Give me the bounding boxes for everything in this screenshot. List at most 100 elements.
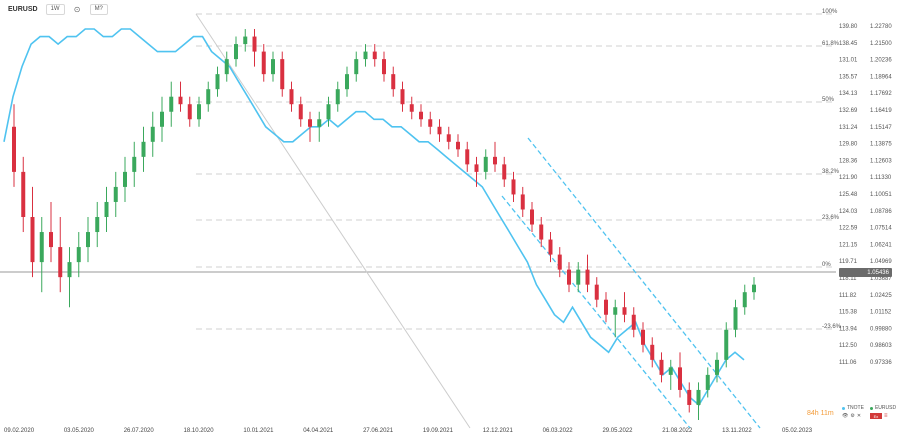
eurusd-action-button[interactable]: Ex bbox=[869, 413, 882, 419]
candle-body bbox=[659, 359, 664, 375]
candle-body bbox=[308, 119, 312, 127]
channel-upper bbox=[527, 137, 761, 429]
candle-body bbox=[400, 89, 405, 105]
candle-body bbox=[604, 299, 608, 315]
axis-tick-secondary: 1.11330 bbox=[870, 175, 892, 181]
chart-toolbar: EURUSD 1W ⊙ M? bbox=[0, 0, 899, 18]
legend-tnote-tools: 👁 ⚙ ✕ bbox=[842, 413, 864, 419]
fib-label: 23.6% bbox=[822, 215, 840, 221]
candle-body bbox=[160, 111, 164, 127]
axis-tick-primary: 113.94 bbox=[839, 326, 858, 332]
candle-body bbox=[594, 284, 599, 300]
fib-label: 100% bbox=[822, 9, 838, 15]
timeframe-selector[interactable]: 1W bbox=[45, 3, 65, 15]
axis-tick-primary: 134.13 bbox=[839, 91, 858, 97]
trendline bbox=[195, 13, 471, 429]
axis-tick-secondary: 1.12603 bbox=[870, 158, 892, 164]
candle-body bbox=[76, 247, 81, 263]
gear-icon[interactable]: ⚙ bbox=[850, 413, 855, 419]
x-tick-label: 10.01.2021 bbox=[243, 428, 274, 434]
candle-body bbox=[641, 329, 645, 345]
indicator-selector[interactable]: M? bbox=[89, 3, 108, 15]
candle-body bbox=[187, 104, 192, 120]
candle-body bbox=[58, 247, 63, 278]
candle-body bbox=[335, 89, 340, 105]
candle-body bbox=[104, 201, 109, 217]
axis-tick-primary: 135.57 bbox=[839, 74, 858, 80]
candle-body bbox=[678, 367, 682, 390]
candle-body bbox=[12, 126, 16, 172]
candle-body bbox=[668, 367, 673, 375]
axis-tick-secondary: 1.04969 bbox=[870, 259, 892, 265]
candle-body bbox=[243, 36, 248, 45]
candle-body bbox=[613, 307, 618, 315]
axis-tick-primary: 125.48 bbox=[839, 192, 858, 198]
axis-tick-secondary: 1.10051 bbox=[870, 192, 892, 198]
axis-tick-primary: 124.03 bbox=[839, 209, 858, 215]
fib-label: 50% bbox=[822, 97, 835, 103]
axis-tick-primary: 131.24 bbox=[839, 125, 858, 131]
tnote-line bbox=[3, 28, 745, 407]
candle-body bbox=[178, 96, 183, 105]
channel-lower bbox=[501, 195, 691, 429]
candle-body bbox=[49, 232, 53, 248]
x-tick-label: 04.04.2021 bbox=[303, 428, 334, 434]
x-tick-label: 13.11.2022 bbox=[722, 428, 752, 434]
candle-body bbox=[650, 344, 655, 360]
legend-eurusd[interactable]: EURUSD Ex ≡ bbox=[869, 405, 897, 419]
fib-label: -23.6% bbox=[822, 324, 842, 330]
candle-body bbox=[95, 217, 100, 233]
candle-body bbox=[687, 389, 692, 405]
axis-tick-primary: 129.80 bbox=[839, 142, 858, 148]
axis-tick-secondary: 1.16419 bbox=[870, 108, 892, 114]
candle-body bbox=[733, 307, 738, 330]
candle-body bbox=[724, 329, 729, 360]
candle-body bbox=[446, 134, 451, 142]
menu-icon[interactable]: ≡ bbox=[883, 413, 888, 419]
candle-body bbox=[548, 239, 553, 255]
candle-body bbox=[567, 269, 571, 285]
x-tick-label: 26.07.2020 bbox=[124, 428, 155, 434]
candle-body bbox=[113, 186, 118, 202]
eurusd-label: EURUSD bbox=[874, 405, 897, 411]
axis-tick-primary: 139.80 bbox=[839, 24, 858, 30]
x-tick-label: 05.02.2023 bbox=[782, 428, 813, 434]
eye-icon[interactable]: 👁 bbox=[842, 413, 849, 419]
candle-body bbox=[39, 232, 44, 263]
axis-tick-primary: 112.50 bbox=[839, 343, 858, 349]
fib-label: 38.2% bbox=[822, 169, 840, 175]
candle-body bbox=[280, 59, 285, 90]
axis-tick-primary: 119.71 bbox=[839, 259, 858, 265]
x-tick-label: 18.10.2020 bbox=[184, 428, 215, 434]
candle-body bbox=[456, 141, 460, 150]
symbol-label[interactable]: EURUSD bbox=[8, 5, 38, 13]
axis-tick-secondary: 1.21500 bbox=[870, 41, 892, 47]
candle-body bbox=[141, 141, 146, 157]
axis-tick-secondary: 1.07514 bbox=[870, 226, 892, 232]
candle-body bbox=[67, 262, 72, 278]
candle-body bbox=[345, 74, 349, 90]
candle-body bbox=[622, 307, 627, 315]
crosshair-icon[interactable]: ⊙ bbox=[73, 4, 81, 14]
legend-tnote[interactable]: TNOTE 👁 ⚙ ✕ bbox=[842, 405, 864, 419]
current-price-badge: 1.05436 bbox=[839, 268, 892, 277]
tnote-dot-icon bbox=[842, 406, 845, 410]
candle-body bbox=[474, 164, 479, 172]
axis-tick-secondary: 1.03687 bbox=[870, 276, 892, 282]
close-icon[interactable]: ✕ bbox=[856, 413, 862, 419]
candle-body bbox=[382, 59, 386, 75]
candle-body bbox=[150, 126, 155, 142]
fib-label: 0% bbox=[822, 262, 831, 268]
candle-body bbox=[271, 59, 275, 75]
countdown-label: 84h 11m bbox=[807, 410, 834, 417]
axis-tick-secondary: 1.20236 bbox=[870, 58, 892, 64]
axis-tick-secondary: 0.97336 bbox=[870, 360, 892, 366]
candle-body bbox=[363, 51, 368, 60]
candle-body bbox=[30, 217, 35, 263]
candle-body bbox=[169, 96, 174, 112]
axis-tick-secondary: 1.18964 bbox=[870, 74, 892, 80]
axis-tick-secondary: 1.06241 bbox=[870, 242, 892, 248]
candle-body bbox=[530, 209, 534, 225]
candle-body bbox=[493, 156, 497, 165]
